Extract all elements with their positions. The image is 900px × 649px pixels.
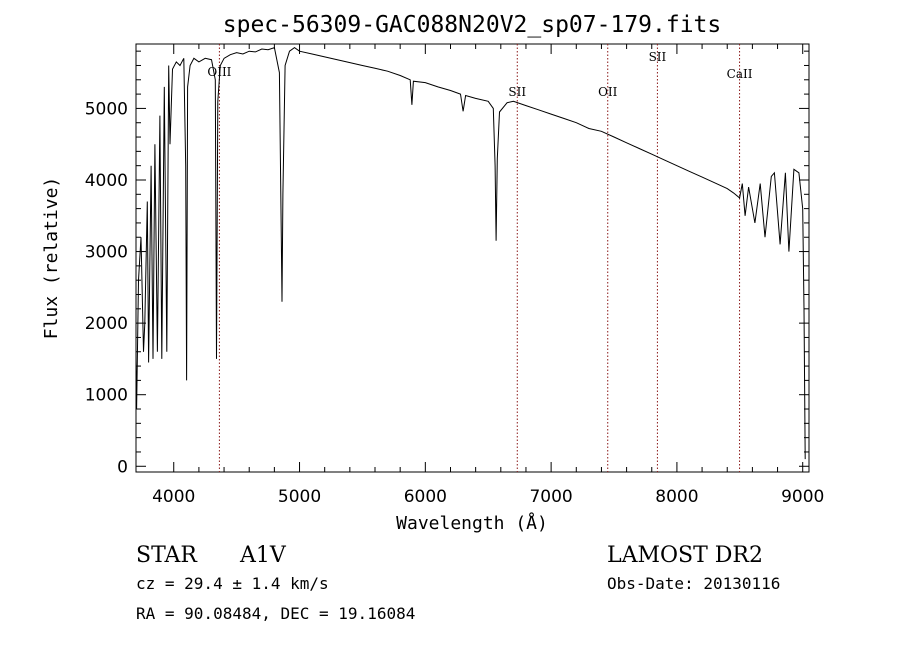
chart-title: spec-56309-GAC088N20V2_sp07-179.fits <box>223 12 722 38</box>
object-class: STAR <box>136 543 198 568</box>
x-tick-label: 7000 <box>529 487 572 507</box>
coordinates: RA = 90.08484, DEC = 19.16084 <box>136 604 415 623</box>
observation-date: Obs-Date: 20130116 <box>607 574 780 593</box>
x-axis-label: Wavelength (Å) <box>396 512 548 534</box>
x-tick-label: 5000 <box>278 487 321 507</box>
x-tick-label: 6000 <box>404 487 447 507</box>
x-tick-label: 4000 <box>152 487 195 507</box>
y-tick-label: 2000 <box>85 314 128 334</box>
line-marker-label: SII <box>649 50 667 64</box>
x-tick-label: 9000 <box>781 487 824 507</box>
y-tick-label: 3000 <box>85 243 128 263</box>
y-tick-label: 5000 <box>85 99 128 119</box>
line-marker-label: CaII <box>727 67 753 81</box>
y-axis-label: Flux (relative) <box>41 177 62 340</box>
line-marker-label: OII <box>598 85 618 99</box>
redshift-value: cz = 29.4 ± 1.4 km/s <box>136 574 329 593</box>
plot-frame <box>135 43 810 473</box>
axis-ticks: 4000 5000 6000 7000 8000 9000 0 1000 2000 3000 400… <box>85 44 824 507</box>
y-tick-label: 0 <box>117 457 128 477</box>
y-tick-label: 1000 <box>85 386 128 406</box>
spectral-subclass: A1V <box>239 543 287 568</box>
y-tick-label: 4000 <box>85 171 128 191</box>
spectrum-series-line <box>135 46 806 460</box>
x-tick-label: 8000 <box>655 487 698 507</box>
survey-name: LAMOST DR2 <box>607 543 763 568</box>
line-marker-label: SII <box>508 85 526 99</box>
